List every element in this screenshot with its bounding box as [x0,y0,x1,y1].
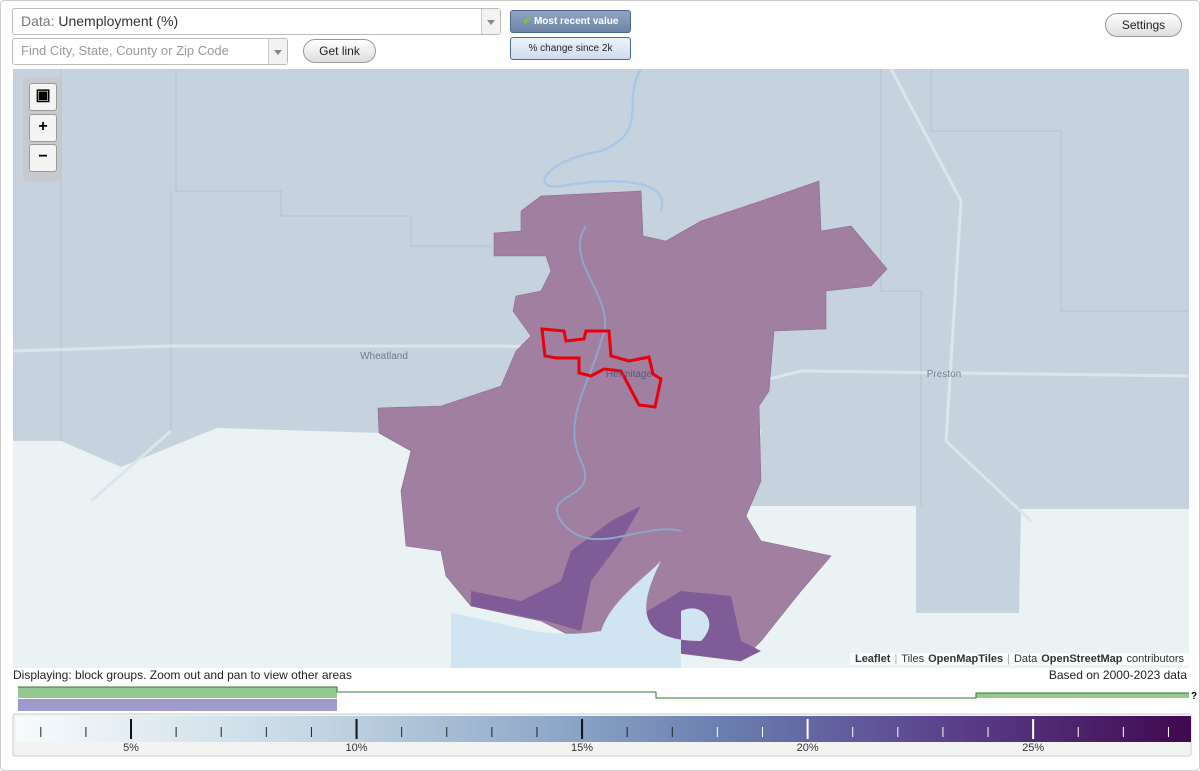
tick-label: 10% [346,742,368,754]
tick-label: 5% [123,742,139,754]
data-select[interactable]: Data: Unemployment (%) [12,8,501,35]
attribution: Leaflet | Tiles OpenMapTiles | Data OpenStreet… [849,653,1189,665]
color-scale [16,716,1191,742]
place-label: Hermitage [606,369,653,380]
mode-label: Most recent value [533,16,619,27]
settings-button[interactable]: Settings [1105,13,1182,37]
histogram-bar [18,699,337,711]
tick-label: 15% [571,742,593,754]
status-text: Displaying: block groups. Zoom out and p… [13,668,352,682]
attribution-part[interactable]: OpenMapTiles [928,653,1004,665]
search-box[interactable]: Find City, State, County or Zip Code [12,38,288,65]
mode-button-active[interactable]: ✔ Most recent value [510,10,631,33]
get-link-button[interactable]: Get link [303,39,376,63]
region-dark [471,506,641,631]
search-placeholder: Find City, State, County or Zip Code [21,43,229,58]
help-icon[interactable]: ? [1191,691,1197,702]
data-value: Unemployment (%) [58,13,179,29]
attribution-part: contributors [1126,653,1184,665]
selected-boundary[interactable] [540,327,663,409]
tick-label: 25% [1022,742,1044,754]
attribution-part[interactable]: OpenStreetMap [1041,653,1123,665]
tick-label: 20% [797,742,819,754]
place-label: Preston [927,369,961,380]
river [555,225,682,541]
histogram-outline [18,686,1189,699]
mode-button[interactable]: % change since 2k [510,37,631,60]
separator: | [894,653,898,665]
zoom-out-button[interactable]: − [29,144,57,172]
separator: | [1007,653,1010,665]
place-label: Wheatland [360,351,408,362]
data-range-text: Based on 2000-2023 data [1048,668,1187,682]
legend: ? 5% 10% 15% 20% 25% [12,686,1197,757]
lake [451,561,710,668]
dropdown-arrow [481,9,500,34]
river [543,69,664,212]
dropdown-arrow [268,39,287,64]
histogram-bar [18,687,337,698]
attribution-part: Tiles [901,653,925,665]
attribution-part[interactable]: Leaflet [854,653,891,665]
attribution-part: Data [1013,653,1038,665]
histogram-bar [976,693,1189,698]
zoom-control: ▣ + − [23,78,62,182]
zoom-in-button[interactable]: + [29,114,57,142]
map[interactable]: Wheatland Hermitage Preston [13,69,1189,668]
data-label: Data: [21,13,55,29]
check-icon: ✔ [522,16,531,27]
fullscreen-button[interactable]: ▣ [29,83,57,111]
